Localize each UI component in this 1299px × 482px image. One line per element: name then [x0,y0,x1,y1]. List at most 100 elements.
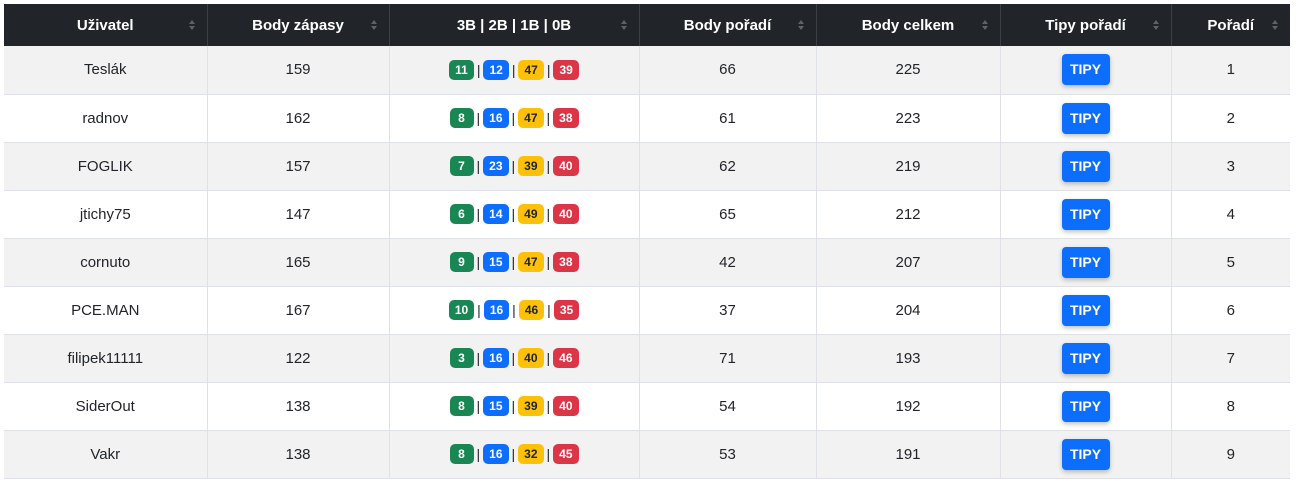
badge-0b: 46 [553,348,579,368]
table-row: filipek11111 122 3 | 16 | 40 | 46 71 193 TIPY … [4,334,1290,383]
total-points: 223 [816,94,1001,143]
separator: | [476,158,481,174]
badge-1b: 47 [518,252,544,272]
total-points: 225 [816,46,1001,95]
total-points: 212 [816,190,1001,239]
tipy-button[interactable]: TIPY [1061,294,1110,326]
points-breakdown: 9 | 15 | 47 | 38 [389,238,640,287]
badge-2b: 14 [483,204,509,224]
badge-0b: 38 [553,108,579,128]
separator: | [546,158,551,174]
order-points: 54 [639,382,817,431]
total-points: 207 [816,238,1001,287]
header-user[interactable]: Uživatel [4,4,208,46]
tipy-button[interactable]: TIPY [1061,54,1110,86]
separator: | [511,398,516,414]
tips-cell: TIPY [1000,46,1172,95]
badge-3b: 10 [448,300,475,320]
separator: | [512,302,516,318]
separator: | [511,446,516,462]
leaderboard-table: Uživatel Body zápasy 3B | 2B | 1B | 0B B… [4,4,1290,479]
points-breakdown: 11 | 12 | 47 | 39 [389,46,640,95]
badge-1b: 47 [518,59,544,80]
points-breakdown: 10 | 16 | 46 | 35 [389,286,640,335]
points-breakdown: 6 | 14 | 49 | 40 [389,190,640,239]
badge-2b: 16 [483,444,509,464]
sort-icon [188,20,195,30]
table-row: cornuto 165 9 | 15 | 47 | 38 42 207 TIPY 5 [4,238,1290,287]
tips-cell: TIPY [1000,382,1172,431]
tips-cell: TIPY [1000,286,1172,335]
separator: | [511,206,516,222]
tips-cell: TIPY [1000,190,1172,239]
header-total[interactable]: Body celkem [816,4,1001,46]
separator: | [476,350,481,366]
tipy-button[interactable]: TIPY [1061,390,1110,422]
badge-0b: 39 [553,59,579,80]
order-points: 61 [639,94,817,143]
match-points: 159 [207,46,390,95]
total-points: 219 [816,142,1001,191]
badge-3b: 9 [449,252,474,272]
order-points: 65 [639,190,817,239]
match-points: 167 [207,286,390,335]
match-points: 157 [207,142,390,191]
separator: | [476,61,481,78]
separator: | [476,446,481,462]
order-points: 62 [639,142,817,191]
badge-0b: 40 [553,156,579,176]
tips-cell: TIPY [1000,430,1172,479]
match-points: 165 [207,238,390,287]
header-order-points[interactable]: Body pořadí [639,4,817,46]
tips-cell: TIPY [1000,238,1172,287]
badge-2b: 16 [483,300,510,320]
separator: | [546,110,551,126]
separator: | [476,254,481,270]
badge-2b: 16 [483,108,509,128]
separator: | [546,206,551,222]
header-order-tips[interactable]: Tipy pořadí [1000,4,1172,46]
total-points: 193 [816,334,1001,383]
separator: | [546,446,551,462]
badge-1b: 47 [518,108,544,128]
header-match-points[interactable]: Body zápasy [207,4,390,46]
header-breakdown[interactable]: 3B | 2B | 1B | 0B [389,4,640,46]
match-points: 162 [207,94,390,143]
separator: | [511,61,516,78]
table-body: Teslák 159 11 | 12 | 47 | 39 66 225 TIPY 1 rad… [4,46,1290,479]
sort-icon [1272,20,1278,30]
badge-3b: 8 [449,108,474,128]
badge-3b: 8 [449,396,474,416]
rank: 9 [1171,430,1290,479]
sort-icon [1152,20,1159,30]
table-row: PCE.MAN 167 10 | 16 | 46 | 35 37 204 TIPY 6 [4,286,1290,335]
user-name: cornuto [4,238,208,287]
badge-3b: 3 [449,348,474,368]
rank: 4 [1171,190,1290,239]
badge-2b: 12 [483,59,509,80]
sort-icon [797,20,804,30]
separator: | [476,206,481,222]
match-points: 138 [207,430,390,479]
badge-1b: 49 [518,204,544,224]
badge-2b: 16 [483,348,509,368]
total-points: 191 [816,430,1001,479]
badge-3b: 8 [449,444,474,464]
header-rank[interactable]: Pořadí [1171,4,1290,46]
user-name: PCE.MAN [4,286,208,335]
user-name: Vakr [4,430,208,479]
tipy-button[interactable]: TIPY [1061,342,1110,374]
tipy-button[interactable]: TIPY [1061,198,1110,230]
sort-icon [981,20,988,30]
user-name: jtichy75 [4,190,208,239]
badge-1b: 32 [518,444,544,464]
tips-cell: TIPY [1000,142,1172,191]
tipy-button[interactable]: TIPY [1061,150,1110,182]
tipy-button[interactable]: TIPY [1061,102,1110,134]
table-row: Vakr 138 8 | 16 | 32 | 45 53 191 TIPY 9 [4,430,1290,479]
separator: | [546,254,551,270]
badge-1b: 46 [518,300,545,320]
tipy-button[interactable]: TIPY [1061,438,1110,470]
points-breakdown: 8 | 15 | 39 | 40 [389,382,640,431]
tipy-button[interactable]: TIPY [1061,246,1110,278]
